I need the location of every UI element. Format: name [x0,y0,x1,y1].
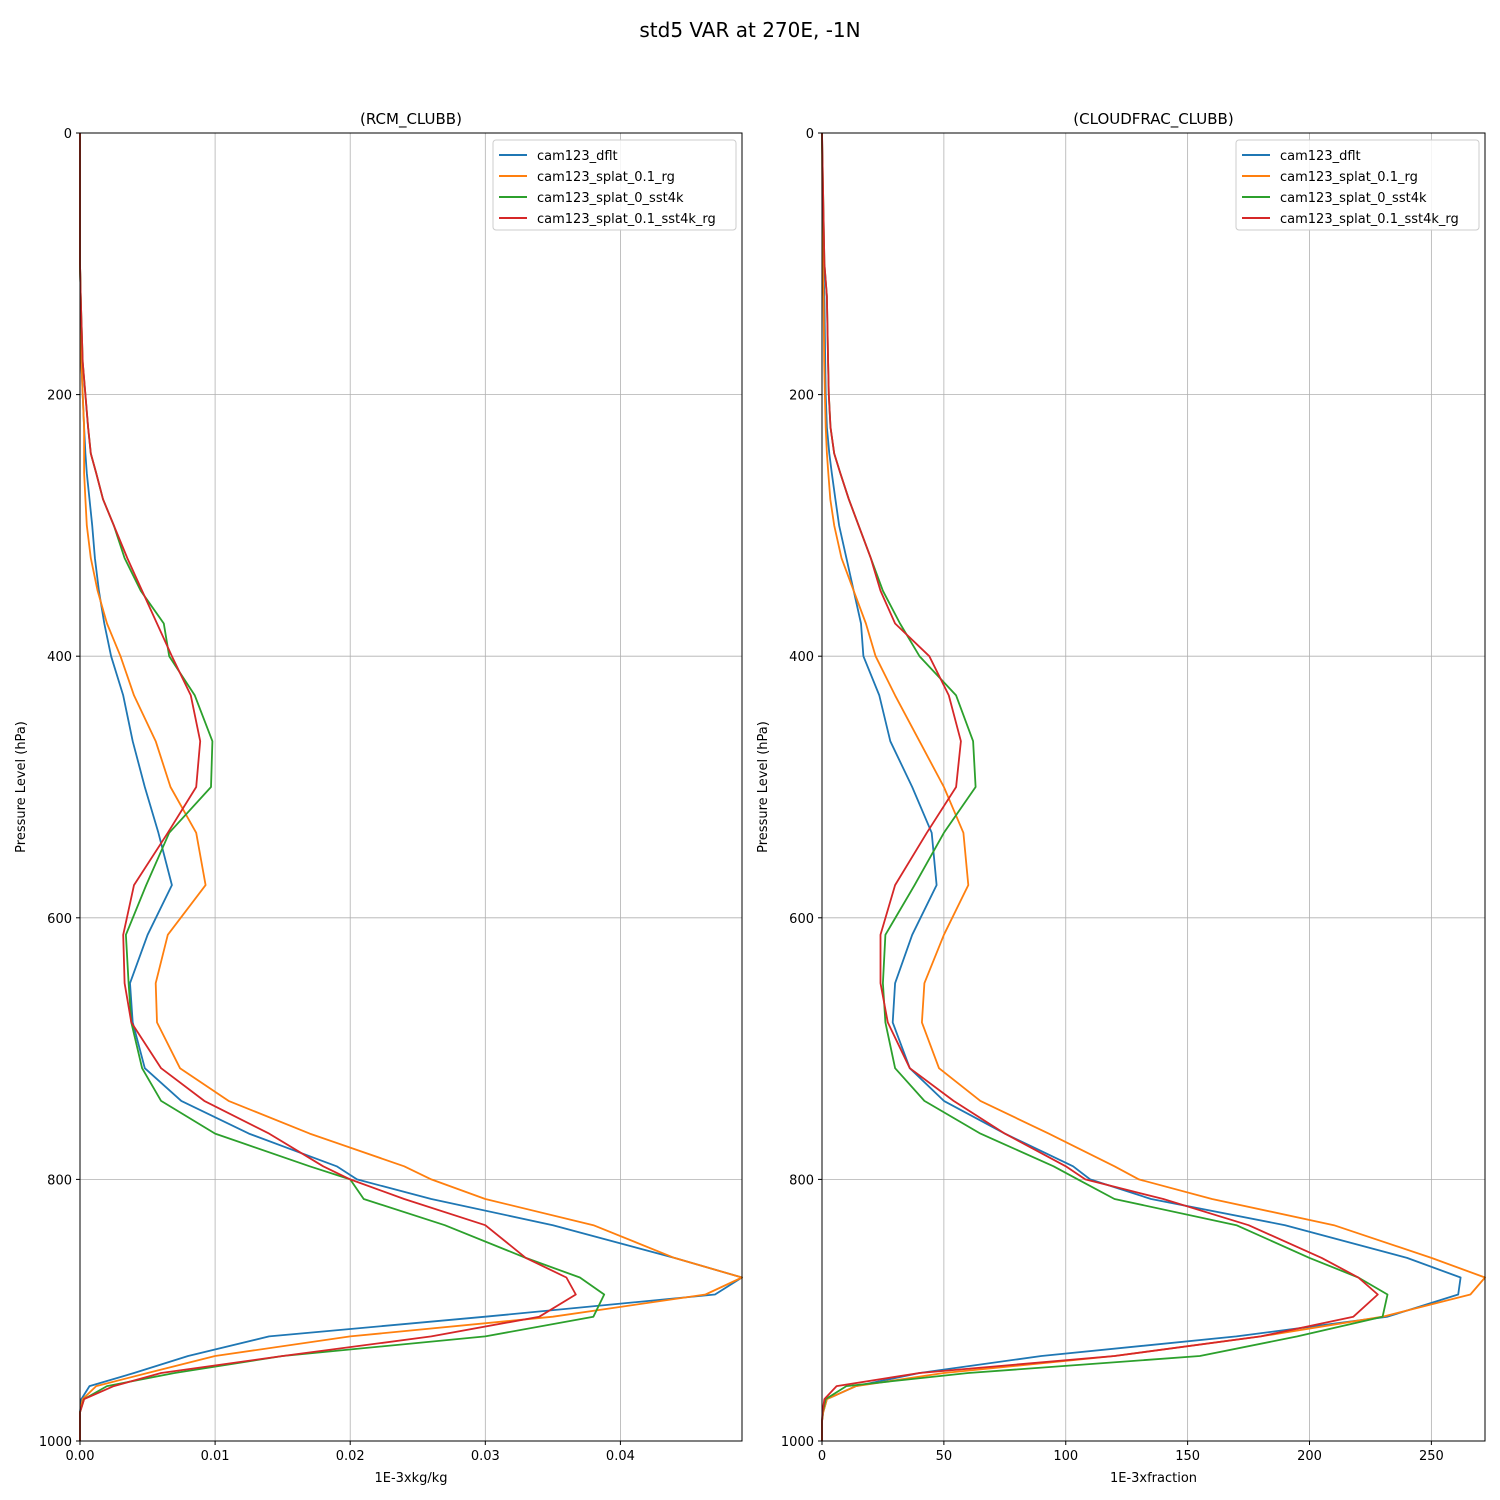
legend: cam123_dflt cam123_splat_0.1_rg cam123_spl… [492,139,737,231]
series-line-cam123_splat_0.1_sst4k_rg [821,132,1379,1441]
x-ticks: 0.00 0.01 0.02 0.03 0.04 [66,1441,635,1464]
y-tick-label: 200 [47,389,72,404]
plot-frame [821,132,1486,1442]
y-ticks: 0 200 400 600 800 1000 [39,127,80,1450]
grid-lines [821,132,1485,1442]
x-tick-label: 0.03 [471,1449,500,1464]
y-tick-label: 600 [789,912,814,927]
x-tick-label: 250 [1419,1449,1444,1464]
panel-cloudfrac-clubb: (CLOUDFRAC_CLUBB) 0 50 100 150 200 250 0 200 40… [756,110,1486,1486]
legend-label: cam123_dflt [537,149,618,164]
series-lines [79,133,743,1441]
panel-rcm-clubb: (RCM_CLUBB) 0.00 0.01 0.02 0.03 0.04 0 200 400… [14,110,743,1486]
plot-frame [79,132,743,1442]
series-line-cam123_splat_0_sst4k [79,133,606,1441]
panel-title: (CLOUDFRAC_CLUBB) [1073,110,1233,129]
x-axis-label: 1E-3xkg/kg [374,1471,447,1486]
x-tick-label: 150 [1175,1449,1200,1464]
x-tick-label: 0.02 [336,1449,365,1464]
panel-title: (RCM_CLUBB) [360,110,462,129]
legend-label: cam123_splat_0_sst4k [1280,191,1427,206]
x-tick-label: 0.01 [201,1449,230,1464]
x-tick-label: 100 [1053,1449,1078,1464]
x-tick-label: 200 [1297,1449,1322,1464]
y-tick-label: 600 [47,912,72,927]
y-tick-label: 0 [806,127,814,142]
y-tick-label: 0 [64,127,72,142]
x-tick-label: 0.04 [606,1449,635,1464]
y-tick-label: 400 [789,650,814,665]
x-ticks: 0 50 100 150 200 250 [818,1441,1444,1464]
legend-label: cam123_dflt [1280,149,1361,164]
x-tick-label: 50 [936,1449,953,1464]
series-line-cam123_dflt [79,133,743,1441]
legend-label: cam123_splat_0.1_rg [537,170,675,185]
y-tick-label: 1000 [39,1435,72,1450]
legend-label: cam123_splat_0.1_rg [1280,170,1418,185]
legend-label: cam123_splat_0_sst4k [537,191,684,206]
legend-box [1235,139,1480,231]
y-tick-label: 1000 [781,1435,814,1450]
series-line-cam123_splat_0_sst4k [821,132,1389,1441]
y-tick-label: 200 [789,389,814,404]
series-line-cam123_splat_0.1_rg [821,132,1486,1441]
y-ticks: 0 200 400 600 800 1000 [781,127,822,1450]
y-tick-label: 800 [47,1173,72,1188]
series-line-cam123_dflt [821,132,1462,1441]
y-tick-label: 800 [789,1173,814,1188]
y-tick-label: 400 [47,650,72,665]
legend-box [492,139,737,231]
series-line-cam123_splat_0.1_rg [79,133,743,1441]
legend-label: cam123_splat_0.1_sst4k_rg [1280,212,1459,227]
series-lines [821,132,1486,1441]
x-axis-label: 1E-3xfraction [1110,1471,1197,1486]
x-tick-label: 0 [818,1449,826,1464]
figure-title: std5 VAR at 270E, -1N [639,18,860,42]
y-axis-label: Pressure Level (hPa) [14,721,29,853]
x-tick-label: 0.00 [66,1449,95,1464]
legend-label: cam123_splat_0.1_sst4k_rg [537,212,716,227]
series-line-cam123_splat_0.1_sst4k_rg [79,133,577,1441]
y-axis-label: Pressure Level (hPa) [756,721,771,853]
legend: cam123_dflt cam123_splat_0.1_rg cam123_spl… [1235,139,1480,231]
